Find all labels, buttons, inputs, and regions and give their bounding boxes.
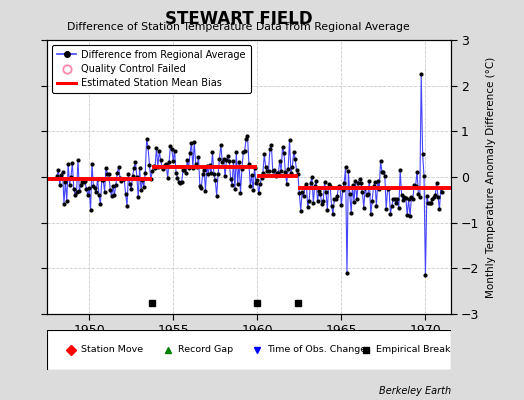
Text: STEWART FIELD: STEWART FIELD: [165, 10, 312, 28]
Text: Record Gap: Record Gap: [178, 346, 233, 354]
Legend: Difference from Regional Average, Quality Control Failed, Estimated Station Mean: Difference from Regional Average, Qualit…: [52, 45, 250, 93]
Text: Time of Obs. Change: Time of Obs. Change: [267, 346, 366, 354]
Y-axis label: Monthly Temperature Anomaly Difference (°C): Monthly Temperature Anomaly Difference (…: [486, 56, 496, 298]
Text: Difference of Station Temperature Data from Regional Average: Difference of Station Temperature Data f…: [67, 22, 410, 32]
Text: Berkeley Earth: Berkeley Earth: [378, 386, 451, 396]
FancyBboxPatch shape: [47, 330, 451, 370]
Text: Station Move: Station Move: [81, 346, 144, 354]
Text: Empirical Break: Empirical Break: [376, 346, 451, 354]
